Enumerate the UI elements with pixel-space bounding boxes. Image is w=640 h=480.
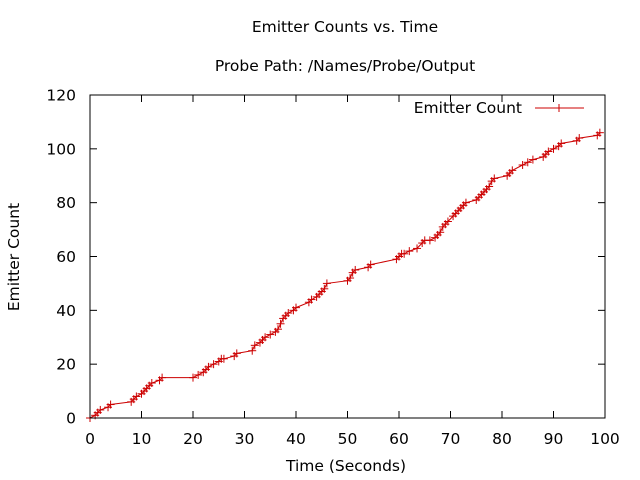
- data-point: [266, 330, 275, 339]
- data-point: [405, 247, 414, 256]
- data-point: [219, 354, 228, 363]
- x-tick-label: 80: [492, 430, 512, 448]
- data-point: [518, 160, 527, 169]
- data-point: [595, 128, 604, 137]
- data-point: [443, 217, 452, 226]
- data-point: [366, 260, 375, 269]
- data-point: [292, 303, 300, 312]
- data-point: [158, 373, 167, 382]
- data-point: [544, 147, 553, 156]
- x-tick-label: 0: [85, 430, 95, 448]
- chart-subtitle: Probe Path: /Names/Probe/Output: [215, 57, 475, 75]
- x-tick-label: 60: [389, 430, 409, 448]
- data-point: [261, 333, 270, 342]
- x-tick-label: 70: [441, 430, 461, 448]
- data-point: [346, 274, 355, 283]
- data-point: [461, 198, 470, 207]
- x-axis-label: Time (Seconds): [285, 457, 406, 475]
- y-tick-label: 80: [56, 194, 76, 212]
- y-tick-label: 120: [46, 87, 76, 105]
- y-tick-label: 40: [56, 302, 76, 320]
- x-tick-label: 90: [544, 430, 564, 448]
- y-tick-label: 0: [66, 410, 76, 428]
- data-point: [209, 360, 218, 369]
- data-point: [276, 319, 285, 328]
- x-tick-label: 10: [132, 430, 152, 448]
- plot-frame: [89, 94, 606, 419]
- data-point: [508, 166, 517, 175]
- data-point: [322, 279, 331, 288]
- data-point: [147, 379, 156, 388]
- axis-tick-labels: 0 10 20 30 40 50 60 70 80 90 100 0 20 40 60 80 100 120: [46, 87, 619, 449]
- data-point: [436, 228, 445, 237]
- data-point: [490, 174, 499, 183]
- data-point: [194, 370, 203, 379]
- data-point: [523, 158, 532, 167]
- y-tick-label: 100: [46, 140, 76, 158]
- x-tick-label: 30: [235, 430, 255, 448]
- y-tick-label: 60: [56, 248, 76, 266]
- y-tick-label: 20: [56, 356, 76, 374]
- data-point: [575, 134, 584, 143]
- x-tick-label: 50: [338, 430, 358, 448]
- data-point: [106, 400, 115, 409]
- data-point: [320, 284, 329, 293]
- data-point: [273, 325, 282, 334]
- data-point: [425, 236, 434, 245]
- chart-title: Emitter Counts vs. Time: [252, 18, 438, 36]
- data-point: [204, 362, 213, 371]
- x-tick-label: 40: [286, 430, 306, 448]
- data-point: [250, 341, 259, 350]
- data-point: [485, 182, 494, 191]
- x-tick-label: 100: [590, 430, 620, 448]
- data-point: [248, 346, 257, 355]
- data-point: [557, 139, 566, 148]
- data-point: [189, 373, 197, 382]
- data-point: [307, 295, 316, 304]
- legend-marker: [555, 104, 563, 112]
- y-axis-label: Emitter Count: [5, 203, 23, 311]
- data-point: [400, 249, 409, 258]
- data-point: [132, 392, 141, 401]
- data-point: [528, 155, 537, 164]
- data-point: [284, 309, 293, 318]
- legend-label: Emitter Count: [414, 99, 522, 117]
- data-point: [96, 405, 105, 414]
- x-tick-label: 20: [183, 430, 203, 448]
- legend: Emitter Count: [414, 99, 584, 117]
- data-point: [549, 144, 558, 153]
- data-point: [351, 265, 360, 274]
- series-layer: [86, 128, 604, 422]
- data-point: [413, 244, 422, 253]
- data-point: [232, 349, 241, 358]
